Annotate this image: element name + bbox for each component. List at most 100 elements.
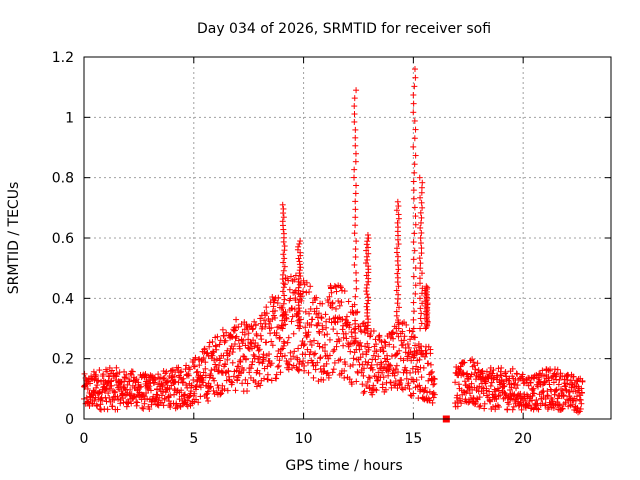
data-point xyxy=(393,362,400,369)
data-point xyxy=(238,370,245,377)
data-point xyxy=(461,359,468,366)
data-point xyxy=(95,390,102,397)
data-point xyxy=(461,378,468,385)
peak-point xyxy=(418,229,425,236)
peak-point xyxy=(411,117,418,124)
data-point xyxy=(188,382,195,389)
peak-point xyxy=(351,301,358,308)
peak-point xyxy=(352,134,359,141)
data-point xyxy=(256,359,263,366)
peak-point xyxy=(364,238,371,245)
data-point xyxy=(312,350,319,357)
data-point xyxy=(362,358,369,365)
data-point xyxy=(81,370,88,377)
data-point xyxy=(276,334,283,341)
data-point xyxy=(257,382,264,389)
data-point xyxy=(307,348,314,355)
peak-point xyxy=(353,87,360,94)
data-point xyxy=(108,367,115,374)
data-point xyxy=(255,347,262,354)
data-point xyxy=(341,374,348,381)
data-point xyxy=(158,381,165,388)
data-point xyxy=(281,352,288,359)
data-point xyxy=(406,327,413,334)
peak-point xyxy=(279,325,286,332)
data-point xyxy=(126,378,133,385)
peak-point xyxy=(281,243,288,250)
data-point xyxy=(304,331,311,338)
data-point xyxy=(200,377,207,384)
data-point xyxy=(396,381,403,388)
data-point xyxy=(224,356,231,363)
data-point xyxy=(470,394,477,401)
data-point xyxy=(93,384,100,391)
data-point xyxy=(350,355,357,362)
data-point xyxy=(224,347,231,354)
peak-point xyxy=(395,253,402,260)
data-point xyxy=(431,375,438,382)
data-point xyxy=(387,379,394,386)
data-point xyxy=(408,357,415,364)
peak-point xyxy=(410,239,417,246)
peak-point xyxy=(365,316,372,323)
data-point xyxy=(240,337,247,344)
data-point xyxy=(370,328,377,335)
data-point xyxy=(275,362,282,369)
data-point xyxy=(251,353,258,360)
data-point xyxy=(255,342,262,349)
data-point xyxy=(539,367,546,374)
data-point xyxy=(380,374,387,381)
data-point xyxy=(240,367,247,374)
data-point xyxy=(570,373,577,380)
data-point xyxy=(252,378,259,385)
data-point xyxy=(281,340,288,347)
data-point xyxy=(128,400,135,407)
data-point xyxy=(326,293,333,300)
data-point xyxy=(342,330,349,337)
data-point xyxy=(300,277,307,284)
peak-point xyxy=(281,317,288,324)
data-point xyxy=(305,329,312,336)
data-point xyxy=(96,367,103,374)
data-point xyxy=(347,348,354,355)
data-point xyxy=(264,363,271,370)
peak-point xyxy=(279,313,286,320)
peak-point xyxy=(365,294,372,301)
data-point xyxy=(289,305,296,312)
data-point xyxy=(140,405,147,412)
data-point xyxy=(477,402,484,409)
data-point xyxy=(292,297,299,304)
peak-point xyxy=(352,293,359,300)
peak-point xyxy=(411,161,418,168)
data-point xyxy=(359,381,366,388)
peak-point xyxy=(279,218,286,225)
data-point xyxy=(233,333,240,340)
data-point xyxy=(301,341,308,348)
data-point xyxy=(567,377,574,384)
peak-point xyxy=(295,275,302,282)
data-point xyxy=(245,336,252,343)
data-point xyxy=(90,368,97,375)
data-point xyxy=(113,373,120,380)
data-point xyxy=(354,369,361,376)
y-tick-label: 0.8 xyxy=(52,171,74,187)
data-point xyxy=(97,401,104,408)
data-point xyxy=(489,370,496,377)
data-point xyxy=(153,391,160,398)
data-point xyxy=(487,382,494,389)
data-point xyxy=(140,393,147,400)
data-point xyxy=(99,389,106,396)
data-point xyxy=(288,318,295,325)
peak-point xyxy=(411,204,418,211)
data-point xyxy=(272,314,279,321)
peak-point xyxy=(280,259,287,266)
peak-point xyxy=(418,219,425,226)
peak-point xyxy=(364,306,371,313)
data-point xyxy=(306,310,313,317)
data-point xyxy=(481,400,488,407)
data-point xyxy=(569,381,576,388)
data-point xyxy=(476,383,483,390)
data-point xyxy=(125,399,132,406)
data-point xyxy=(429,399,436,406)
data-point xyxy=(424,389,431,396)
